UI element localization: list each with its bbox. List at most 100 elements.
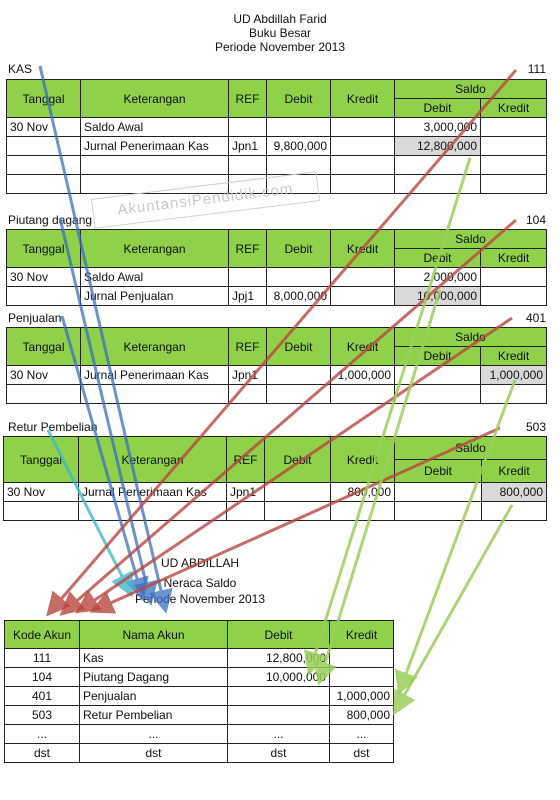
period-title: Periode November 2013 xyxy=(214,40,346,54)
cell: Jpn1 xyxy=(228,365,267,385)
col-saldo-kredit: Kredit xyxy=(479,248,548,268)
ledger-kas-number: 111 xyxy=(527,62,546,76)
cell xyxy=(330,267,395,287)
cell xyxy=(228,267,267,287)
cell: 30 Nov xyxy=(3,482,79,502)
cell: 2,000,000 xyxy=(394,267,481,287)
cell: 503 xyxy=(4,705,80,725)
cell: 10,000,000 xyxy=(227,667,330,687)
table-row: Jurnal Penjualan Jpj1 8,000,000 10,000,0… xyxy=(6,286,548,306)
cell: dst xyxy=(4,743,80,763)
col-saldo-kredit: Kredit xyxy=(479,346,548,366)
col-kode-akun: Kode Akun xyxy=(4,620,80,649)
table-row: 104 Piutang Dagang 10,000,000 xyxy=(4,667,394,687)
col-debit: Debit xyxy=(227,620,330,649)
col-saldo-debit: Debit xyxy=(394,98,481,118)
cell xyxy=(330,136,395,156)
cell: 401 xyxy=(4,686,80,706)
col-saldo-debit: Debit xyxy=(394,346,481,366)
cell: 9,800,000 xyxy=(266,136,331,156)
company-title: UD Abdillah Farid xyxy=(233,12,327,26)
col-saldo: Saldo xyxy=(393,327,548,347)
col-keterangan: Keterangan xyxy=(80,327,229,366)
col-tanggal: Tanggal xyxy=(6,79,81,118)
cell: 30 Nov xyxy=(6,117,81,137)
cell xyxy=(394,365,481,385)
cell: Jpn1 xyxy=(228,136,267,156)
cell xyxy=(330,117,395,137)
col-saldo-debit: Debit xyxy=(394,248,481,268)
cell: 104 xyxy=(4,667,80,687)
col-tanggal: Tanggal xyxy=(6,229,81,268)
col-keterangan: Keterangan xyxy=(78,436,227,483)
col-debit: Debit xyxy=(264,436,331,483)
cell xyxy=(264,482,331,502)
col-tanggal: Tanggal xyxy=(3,436,79,483)
table-row: 30 Nov Jurnal Penerimaan Kas Jpn1 800,00… xyxy=(3,482,548,502)
cell: 800,000 xyxy=(329,705,394,725)
cell-highlight: 12,800,000 xyxy=(394,136,481,156)
ledger-retur-number: 503 xyxy=(525,420,546,434)
cell: Jpn1 xyxy=(226,482,265,502)
cell-highlight: 800,000 xyxy=(480,482,548,502)
ledger-penjualan-number: 401 xyxy=(525,311,546,325)
trial-balance-table: Kode Akun Nama Akun Debit Kredit 111 Kas… xyxy=(4,620,394,763)
cell: 800,000 xyxy=(330,482,395,502)
table-row: 111 Kas 12,800,000 xyxy=(4,648,394,668)
cell: 30 Nov xyxy=(6,365,81,385)
col-saldo-debit: Debit xyxy=(394,459,482,483)
table-row xyxy=(6,155,548,175)
cell xyxy=(479,117,548,137)
col-saldo: Saldo xyxy=(393,229,548,249)
cell: 3,000,000 xyxy=(394,117,481,137)
trial-period: Periode November 2013 xyxy=(134,592,266,606)
ledger-piutang-name: Piutang dagang xyxy=(8,213,93,227)
cell: 8,000,000 xyxy=(266,286,331,306)
cell: Jurnal Penerimaan Kas xyxy=(80,365,229,385)
cell xyxy=(266,267,331,287)
arrow-penjualan-balance xyxy=(395,379,517,696)
cell xyxy=(227,686,330,706)
table-row: 30 Nov Saldo Awal 3,000,000 xyxy=(6,117,548,137)
table-row xyxy=(3,501,548,521)
cell: Saldo Awal xyxy=(80,117,229,137)
cell: Piutang Dagang xyxy=(79,667,228,687)
trial-title: Neraca Saldo xyxy=(163,576,237,590)
cell: 12,800,000 xyxy=(227,648,330,668)
cell xyxy=(329,667,394,687)
cell: Retur Pembelian xyxy=(79,705,228,725)
cell xyxy=(6,136,81,156)
table-row: dst dst dst dst xyxy=(4,743,394,763)
ledger-piutang-number: 104 xyxy=(525,213,546,227)
cell xyxy=(479,136,548,156)
cell: Saldo Awal xyxy=(80,267,229,287)
col-debit: Debit xyxy=(266,327,331,366)
col-saldo: Saldo xyxy=(393,79,548,99)
col-saldo: Saldo xyxy=(393,436,548,460)
col-kredit: Kredit xyxy=(329,620,394,649)
cell xyxy=(479,286,548,306)
cell xyxy=(330,286,395,306)
col-ref: REF xyxy=(228,327,267,366)
col-tanggal: Tanggal xyxy=(6,327,81,366)
trial-company: UD ABDILLAH xyxy=(160,556,240,570)
cell: 30 Nov xyxy=(6,267,81,287)
cell-highlight: 10,000,000 xyxy=(394,286,481,306)
cell xyxy=(394,482,482,502)
arrow-retur-balance xyxy=(393,504,514,716)
cell: ... xyxy=(4,724,80,744)
col-ref: REF xyxy=(228,229,267,268)
ledger-retur-table: Tanggal Keterangan REF Debit Kredit Sald… xyxy=(3,436,548,521)
cell: ... xyxy=(227,724,330,744)
col-ref: REF xyxy=(226,436,265,483)
table-row: 503 Retur Pembelian 800,000 xyxy=(4,705,394,725)
cell: ... xyxy=(79,724,228,744)
cell: Jpj1 xyxy=(228,286,267,306)
cell xyxy=(266,117,331,137)
col-kredit: Kredit xyxy=(330,436,395,483)
col-kredit: Kredit xyxy=(330,327,395,366)
cell xyxy=(329,648,394,668)
col-kredit: Kredit xyxy=(330,79,395,118)
ledger-piutang-table: Tanggal Keterangan REF Debit Kredit Sald… xyxy=(6,229,548,306)
table-row: 30 Nov Saldo Awal 2,000,000 xyxy=(6,267,548,287)
